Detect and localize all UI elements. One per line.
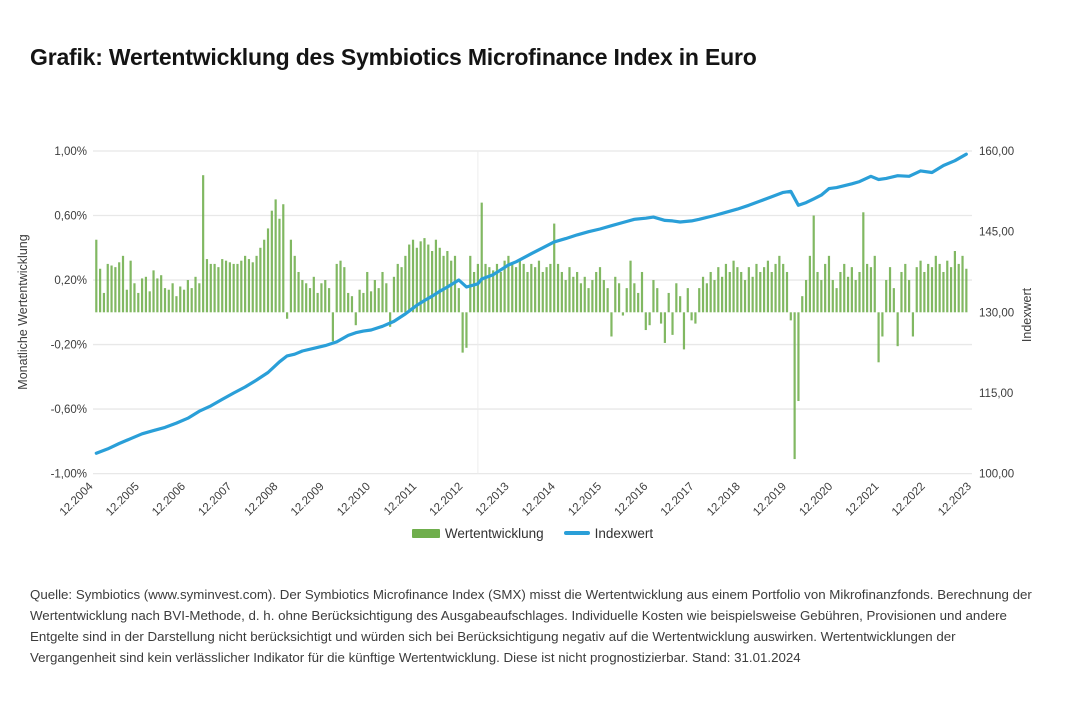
svg-text:12.2019: 12.2019 bbox=[751, 481, 789, 519]
svg-text:145,00: 145,00 bbox=[979, 227, 1014, 239]
svg-text:160,00: 160,00 bbox=[979, 146, 1014, 158]
svg-text:12.2008: 12.2008 bbox=[243, 481, 281, 519]
svg-text:-0,20%: -0,20% bbox=[51, 340, 87, 352]
performance-chart: 1,00%0,60%0,20%-0,20%-0,60%-1,00%160,001… bbox=[16, 146, 1034, 519]
svg-text:130,00: 130,00 bbox=[979, 307, 1014, 319]
svg-text:12.2018: 12.2018 bbox=[705, 481, 743, 519]
svg-text:12.2012: 12.2012 bbox=[428, 481, 466, 519]
grid-lines bbox=[93, 150, 972, 475]
legend-item-indexwert: Indexwert bbox=[563, 525, 654, 541]
page-title: Grafik: Wertentwicklung des Symbiotics M… bbox=[30, 44, 757, 70]
x-axis-labels: 12.2004 12.2005 12.2006 12.2007 12.2008 12.20… bbox=[58, 480, 974, 518]
svg-text:12.2011: 12.2011 bbox=[382, 481, 419, 518]
svg-text:12.2022: 12.2022 bbox=[890, 481, 928, 519]
svg-text:-0,60%: -0,60% bbox=[51, 404, 87, 416]
legend-bar-label: Wertentwicklung bbox=[444, 525, 544, 541]
legend-line-label: Indexwert bbox=[594, 525, 654, 541]
svg-text:0,60%: 0,60% bbox=[54, 211, 87, 223]
svg-text:12.2021: 12.2021 bbox=[844, 481, 882, 519]
source-footnote: Quelle: Symbiotics (www.syminvest.com). … bbox=[30, 587, 1032, 665]
right-axis-title: Indexwert bbox=[1020, 287, 1034, 342]
line-series-swatch bbox=[563, 531, 590, 535]
svg-text:12.2010: 12.2010 bbox=[335, 481, 373, 519]
left-axis-title: Monatliche Wertentwicklung bbox=[16, 234, 30, 389]
svg-text:12.2016: 12.2016 bbox=[612, 481, 650, 519]
chart-legend: Wertentwicklung Indexwert bbox=[93, 523, 972, 543]
index-line bbox=[94, 152, 968, 455]
right-axis-labels: 160,00 145,00 130,00 115,00 100,00 bbox=[979, 146, 1014, 481]
bar-series-swatch bbox=[411, 528, 440, 538]
svg-text:12.2013: 12.2013 bbox=[474, 481, 512, 519]
left-axis-labels: 1,00% 0,60% 0,20% -0,20% -0,60% -1,00% bbox=[51, 146, 87, 481]
svg-text:12.2006: 12.2006 bbox=[150, 481, 188, 519]
svg-text:12.2007: 12.2007 bbox=[196, 481, 234, 519]
svg-text:0,20%: 0,20% bbox=[54, 275, 87, 287]
svg-text:12.2014: 12.2014 bbox=[520, 480, 558, 518]
svg-text:12.2017: 12.2017 bbox=[659, 481, 697, 519]
svg-text:12.2020: 12.2020 bbox=[797, 481, 835, 519]
svg-text:100,00: 100,00 bbox=[979, 469, 1014, 481]
svg-text:1,00%: 1,00% bbox=[54, 146, 87, 158]
svg-text:12.2005: 12.2005 bbox=[104, 481, 142, 519]
svg-text:12.2015: 12.2015 bbox=[566, 481, 604, 519]
svg-text:115,00: 115,00 bbox=[979, 388, 1013, 400]
svg-text:12.2009: 12.2009 bbox=[289, 481, 327, 519]
svg-text:12.2004: 12.2004 bbox=[58, 480, 96, 518]
bars-series-wertentwicklung bbox=[95, 175, 968, 460]
svg-text:-1,00%: -1,00% bbox=[51, 469, 87, 481]
legend-item-wertentwicklung: Wertentwicklung bbox=[411, 525, 544, 541]
svg-text:12.2023: 12.2023 bbox=[936, 481, 974, 519]
